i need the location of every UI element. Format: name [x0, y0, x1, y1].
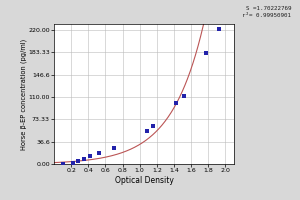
- Point: [173, 102, 178, 105]
- Point: [76, 159, 80, 162]
- Point: [112, 146, 116, 149]
- Point: [203, 51, 208, 54]
- Point: [60, 162, 65, 165]
- Point: [144, 129, 149, 132]
- Point: [70, 161, 75, 164]
- X-axis label: Optical Density: Optical Density: [115, 176, 173, 185]
- Point: [216, 27, 221, 30]
- Point: [150, 125, 155, 128]
- Point: [96, 151, 101, 154]
- Point: [82, 157, 86, 160]
- Text: S =1.70222769
r²= 0.99950901: S =1.70222769 r²= 0.99950901: [242, 6, 291, 18]
- Point: [182, 94, 187, 97]
- Y-axis label: Horse β-EP concentration (pg/ml): Horse β-EP concentration (pg/ml): [20, 38, 27, 150]
- Point: [88, 154, 92, 158]
